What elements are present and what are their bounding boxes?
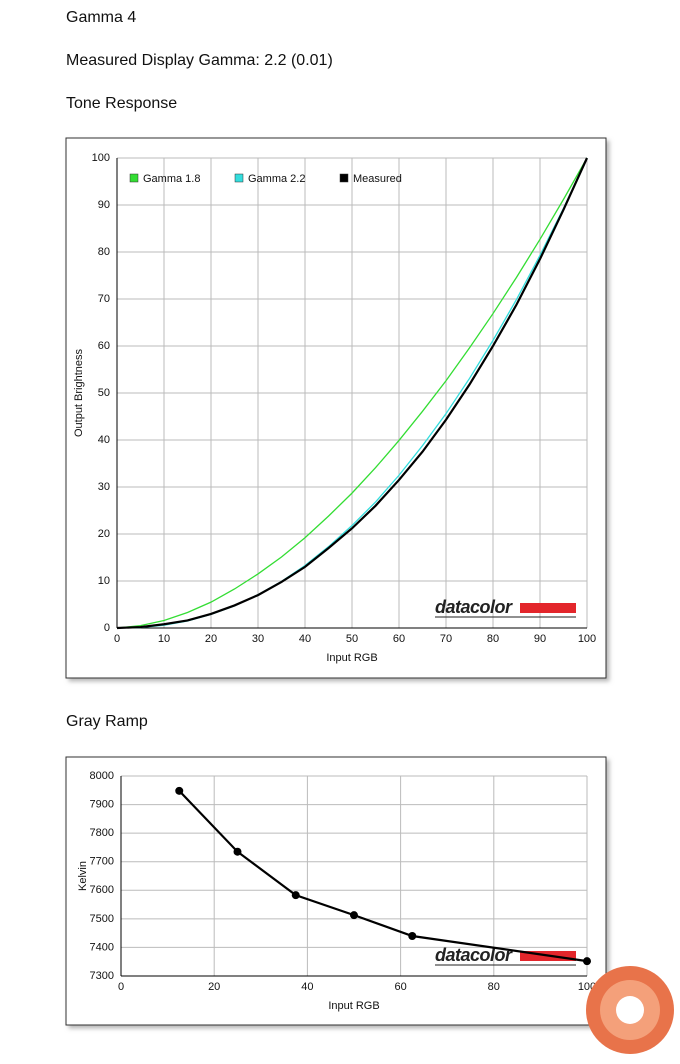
x-axis-label: Input RGB <box>328 1000 379 1012</box>
legend-swatch <box>129 173 139 183</box>
y-tick-label: 0 <box>104 622 110 634</box>
y-tick-label: 90 <box>98 199 110 211</box>
data-point <box>583 957 591 966</box>
y-tick-label: 20 <box>98 528 110 540</box>
legend-swatch <box>339 173 349 183</box>
data-point <box>175 786 184 795</box>
y-tick-label: 50 <box>98 387 110 399</box>
x-tick-label: 60 <box>394 981 406 993</box>
data-point <box>291 891 300 900</box>
x-tick-label: 10 <box>158 633 170 645</box>
chart-frame <box>65 137 607 679</box>
x-tick-label: 30 <box>252 633 264 645</box>
y-tick-label: 40 <box>98 434 110 446</box>
y-tick-label: 7900 <box>90 798 114 810</box>
x-tick-label: 60 <box>393 633 405 645</box>
y-tick-label: 60 <box>98 340 110 352</box>
subtitle: Measured Display Gamma: 2.2 (0.01) <box>66 52 333 69</box>
x-tick-label: 0 <box>118 981 124 993</box>
y-tick-label: 7800 <box>90 827 114 839</box>
watermark: datacolor <box>435 597 513 617</box>
y-tick-label: 7500 <box>90 913 114 925</box>
y-tick-label: 70 <box>98 293 110 305</box>
y-tick-label: 7600 <box>90 884 114 896</box>
watermark-bar <box>520 603 576 613</box>
y-tick-label: 100 <box>92 152 110 164</box>
section-title: Tone Response <box>66 95 178 112</box>
x-tick-label: 100 <box>578 633 596 645</box>
y-axis-label: Kelvin <box>77 861 89 891</box>
x-tick-label: 70 <box>440 633 452 645</box>
y-tick-label: 10 <box>98 575 110 587</box>
y-tick-label: 80 <box>98 246 110 258</box>
data-point <box>350 911 358 920</box>
legend-label: Gamma 1.8 <box>143 173 200 185</box>
series-line <box>178 790 588 963</box>
y-tick-label: 8000 <box>90 770 114 782</box>
watermark: datacolor <box>435 945 513 965</box>
section-title: Gray Ramp <box>66 713 148 730</box>
site-logo <box>586 966 674 1054</box>
x-tick-label: 80 <box>488 981 500 993</box>
x-tick-label: 20 <box>208 981 220 993</box>
x-tick-label: 40 <box>299 633 311 645</box>
x-tick-label: 50 <box>346 633 358 645</box>
y-tick-label: 7400 <box>90 941 114 953</box>
legend-label: Gamma 2.2 <box>248 173 305 185</box>
legend-label: Measured <box>353 173 402 185</box>
x-tick-label: 80 <box>487 633 499 645</box>
x-tick-label: 40 <box>301 981 313 993</box>
x-axis-label: Input RGB <box>326 652 377 664</box>
y-axis-label: Output Brightness <box>73 348 85 437</box>
x-tick-label: 20 <box>205 633 217 645</box>
y-tick-label: 7700 <box>90 856 114 868</box>
data-point <box>233 847 242 856</box>
x-tick-label: 90 <box>534 633 546 645</box>
series-line <box>116 157 588 629</box>
x-tick-label: 0 <box>114 633 120 645</box>
page-title: Gamma 4 <box>66 9 137 26</box>
series-line <box>116 157 589 630</box>
data-point <box>408 932 417 940</box>
chart-frame <box>65 756 607 1026</box>
legend-swatch <box>234 173 244 183</box>
y-tick-label: 7300 <box>90 970 114 982</box>
y-tick-label: 30 <box>98 481 110 493</box>
